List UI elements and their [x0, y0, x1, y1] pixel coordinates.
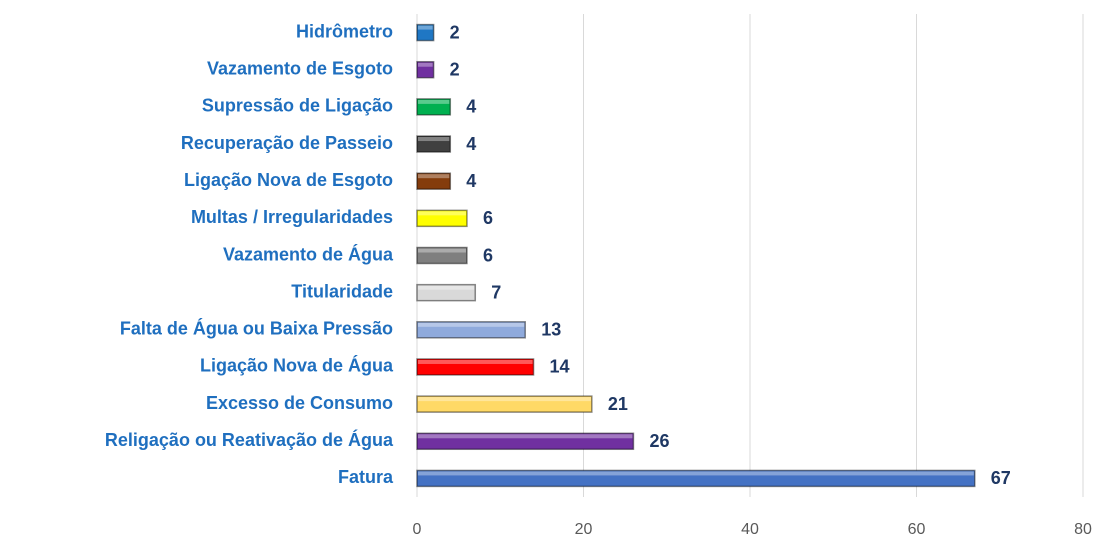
bar [416, 395, 593, 413]
data-label: 21 [608, 394, 628, 414]
data-label: 4 [466, 97, 476, 117]
data-label: 6 [483, 208, 493, 228]
y-tick-label: Hidrômetro [296, 21, 393, 41]
bar-highlight [418, 248, 466, 253]
bar-highlight [418, 322, 525, 327]
y-tick-label: Vazamento de Esgoto [207, 58, 393, 78]
data-label: 6 [483, 245, 493, 265]
bar-highlight [418, 99, 450, 104]
y-tick-label: Excesso de Consumo [206, 393, 393, 413]
bar-highlight [418, 62, 433, 67]
bar-highlight [418, 434, 633, 439]
bar [416, 60, 435, 79]
bar-highlight [418, 285, 475, 290]
data-label: 4 [466, 171, 476, 191]
bar-highlight [418, 471, 974, 476]
bar [416, 98, 452, 116]
y-tick-label: Ligação Nova de Água [200, 355, 394, 376]
y-tick-label: Fatura [338, 467, 394, 487]
data-label: 14 [550, 357, 570, 377]
y-tick-label: Supressão de Ligação [202, 96, 393, 116]
bar-highlight [418, 137, 450, 142]
x-tick-label: 0 [413, 521, 422, 538]
y-tick-label: Falta de Água ou Baixa Pressão [120, 318, 393, 339]
y-tick-label: Multas / Irregularidades [191, 207, 393, 227]
bar [416, 321, 526, 339]
data-label: 67 [991, 468, 1011, 488]
bar [416, 172, 452, 190]
x-tick-label: 60 [908, 521, 926, 538]
y-tick-label: Vazamento de Água [223, 243, 394, 264]
data-label: 7 [491, 282, 501, 302]
x-tick-label: 20 [575, 521, 593, 538]
bar-highlight [418, 397, 591, 402]
bar-highlight [418, 211, 466, 216]
x-tick-label: 40 [741, 521, 759, 538]
data-label: 4 [466, 134, 476, 154]
bar [416, 469, 976, 488]
bar-highlight [418, 174, 450, 179]
data-label: 26 [649, 431, 669, 451]
bar [416, 358, 535, 376]
bar [416, 209, 468, 228]
bar [416, 135, 452, 153]
bar-highlight [418, 359, 533, 364]
bar [416, 246, 468, 265]
bar [416, 23, 435, 42]
y-tick-label: Recuperação de Passeio [181, 133, 393, 153]
data-label: 2 [450, 22, 460, 42]
y-tick-label: Religação ou Reativação de Água [105, 429, 394, 450]
data-label: 2 [450, 59, 460, 79]
y-tick-label: Ligação Nova de Esgoto [184, 170, 393, 190]
bar-highlight [418, 25, 433, 30]
x-tick-label: 80 [1074, 521, 1092, 538]
data-label: 13 [541, 320, 561, 340]
bar [416, 432, 635, 451]
bar [416, 283, 477, 302]
y-tick-label: Titularidade [291, 281, 393, 301]
